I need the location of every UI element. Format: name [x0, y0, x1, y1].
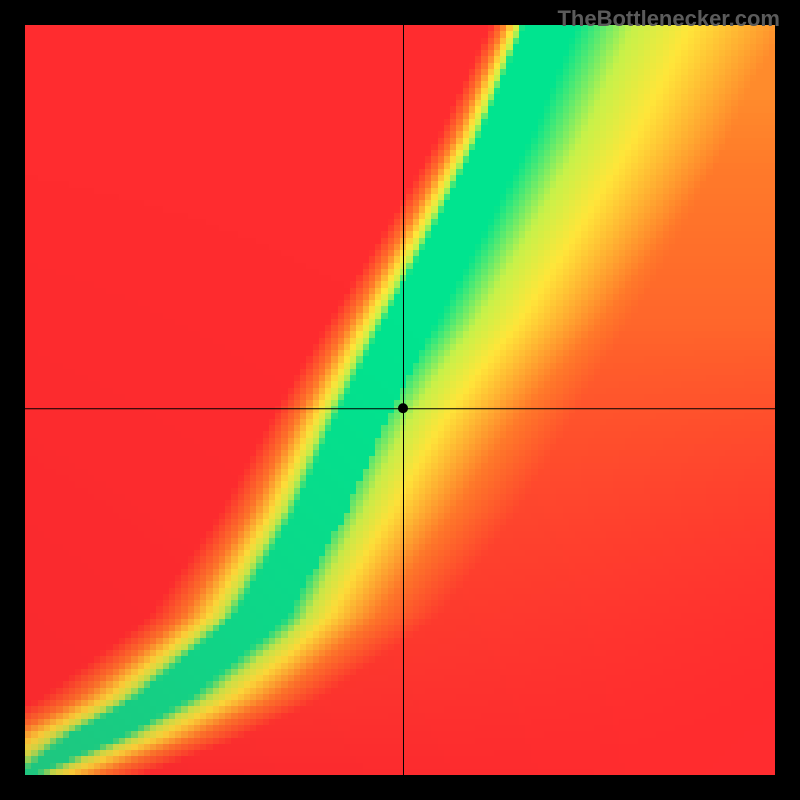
bottleneck-heatmap: [0, 0, 800, 800]
watermark-text: TheBottlenecker.com: [557, 6, 780, 32]
